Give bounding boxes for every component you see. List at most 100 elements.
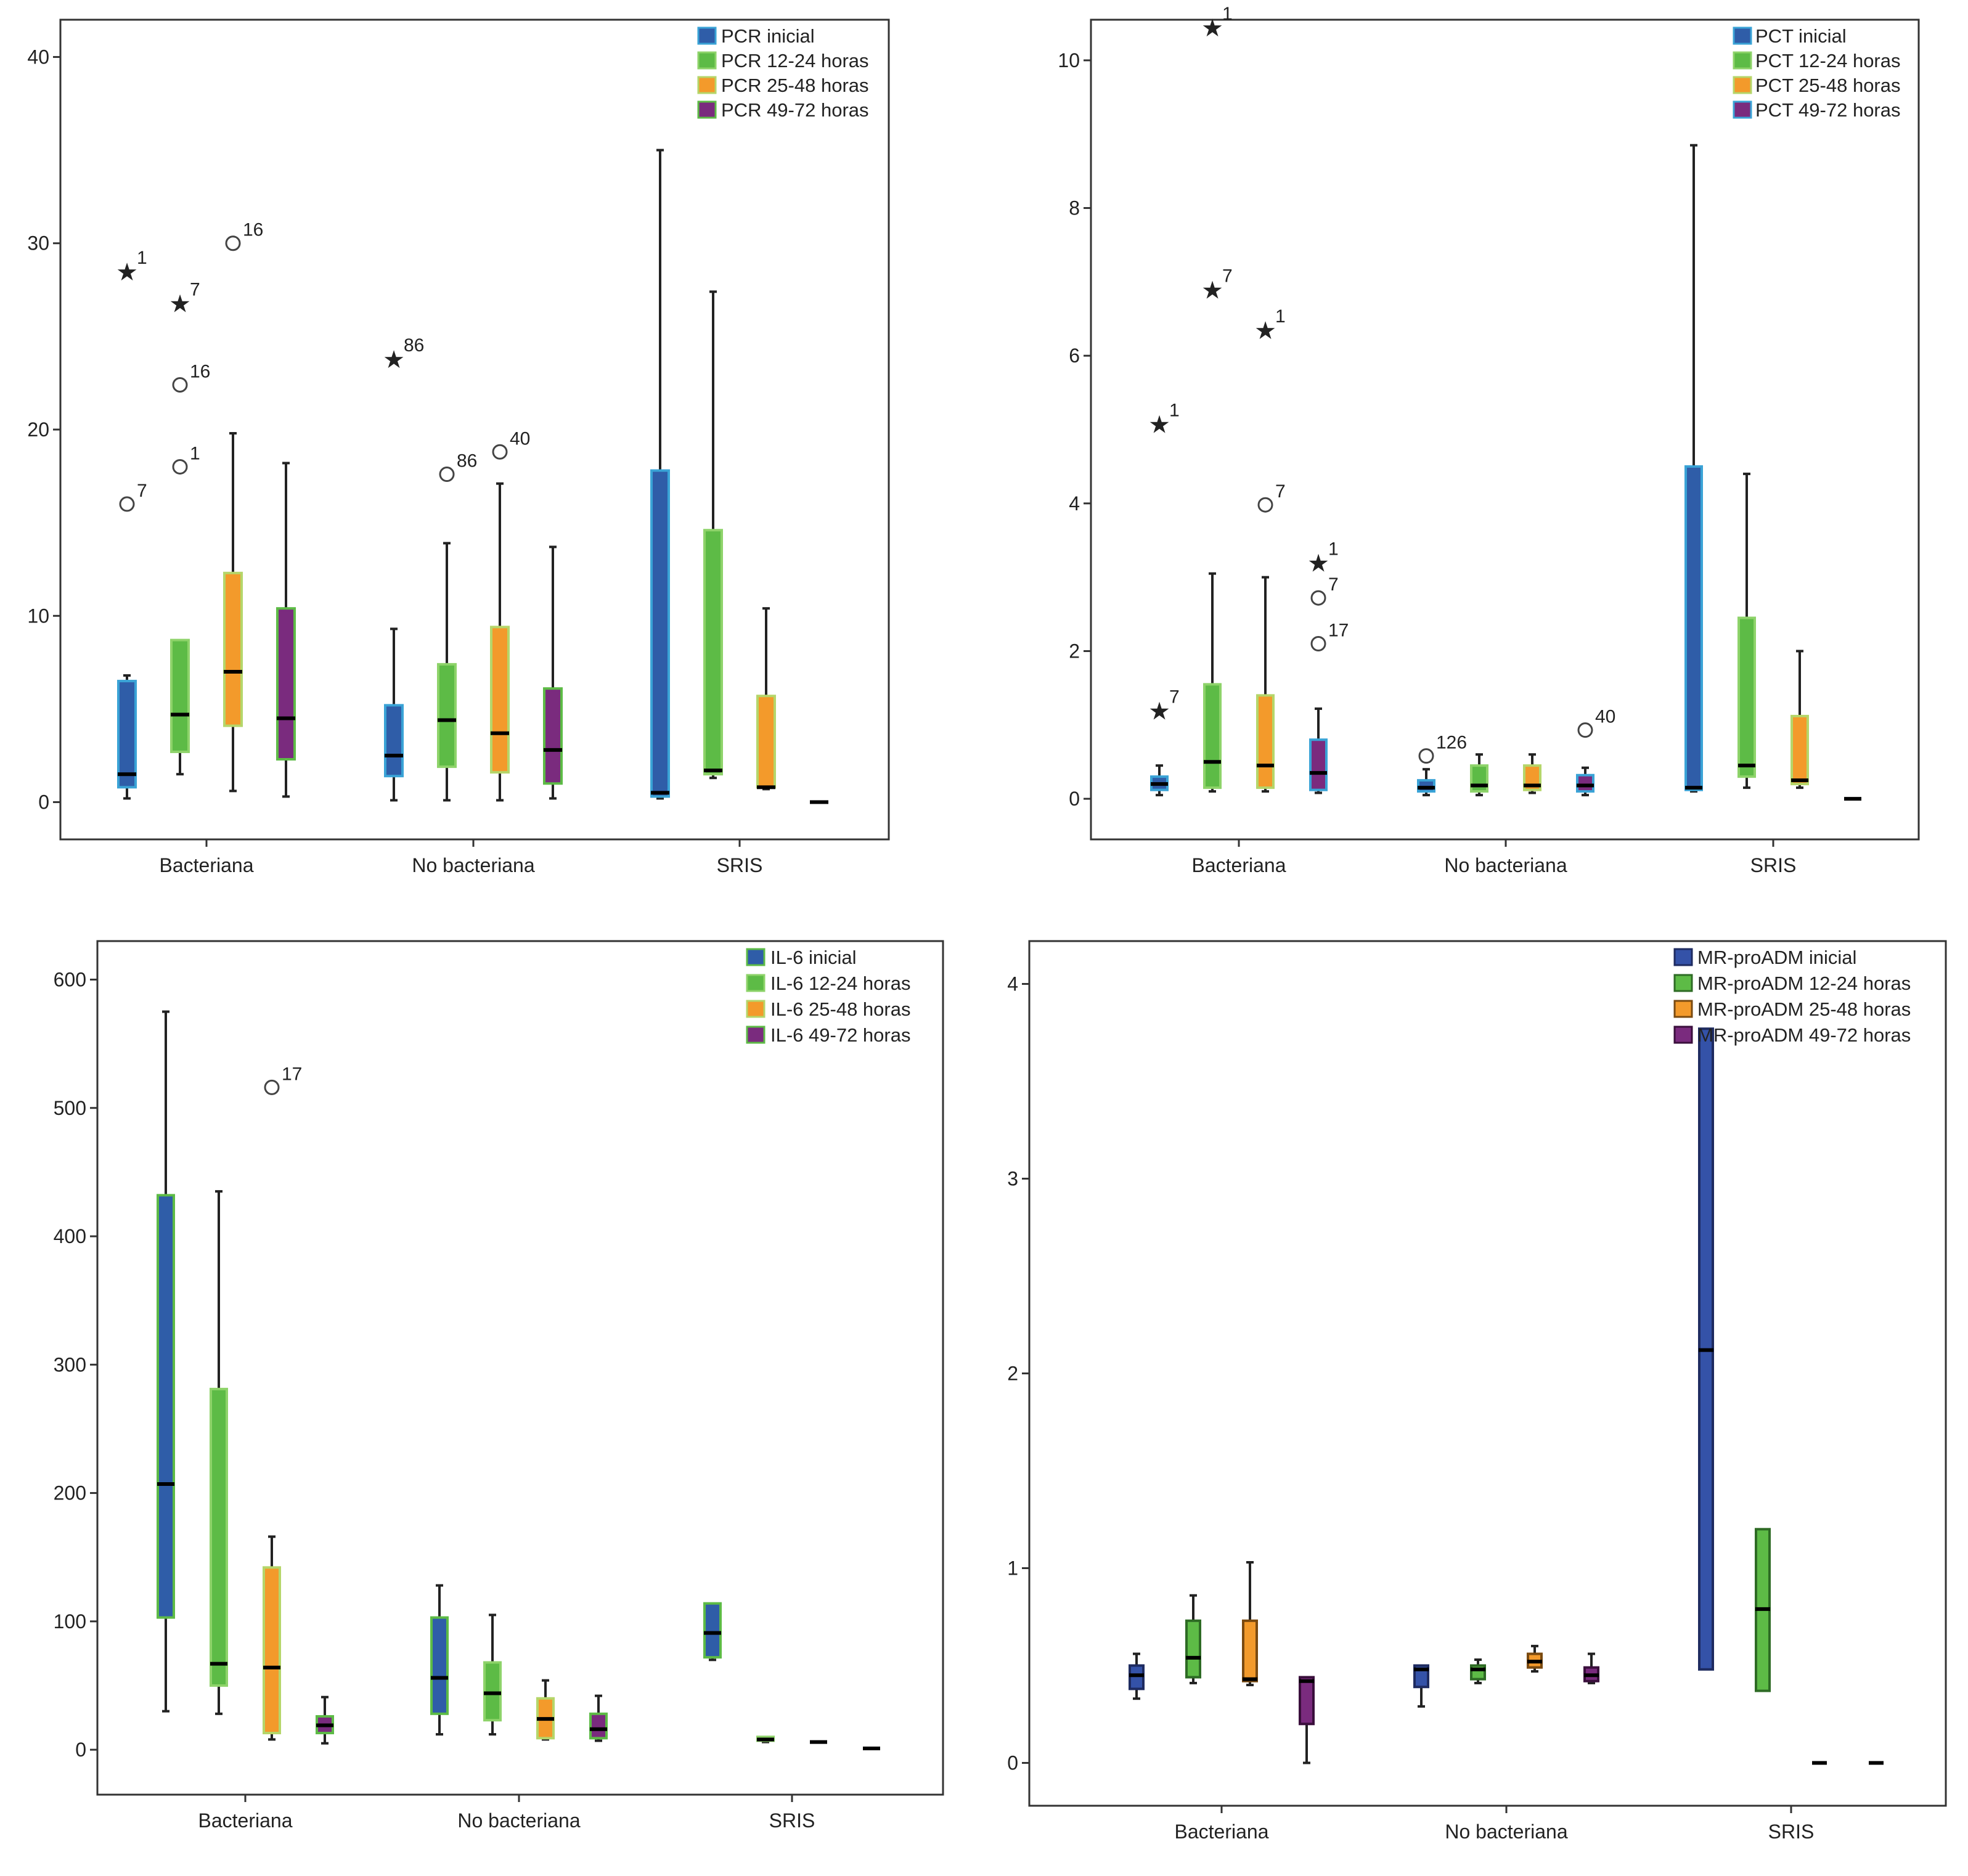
outlier-marker (225, 235, 241, 251)
legend-swatch (1673, 948, 1693, 966)
legend-label: MR-proADM 49-72 horas (1697, 1024, 1911, 1046)
box-iqr (1299, 1676, 1315, 1726)
y-tick-label: 8 (1069, 197, 1080, 219)
extreme-outlier-marker: ★ (116, 258, 138, 287)
outlier-label: 86 (457, 451, 477, 471)
box-iqr (210, 1387, 228, 1687)
y-tick-label: 30 (27, 232, 49, 255)
outlier-label: 7 (1222, 266, 1233, 286)
legend-label: IL-6 25-48 horas (770, 998, 910, 1020)
outlier-marker (1310, 635, 1326, 651)
category-label: SRIS (1768, 1821, 1815, 1843)
outlier-label: 7 (1275, 481, 1286, 502)
legend-label: MR-proADM 12-24 horas (1697, 973, 1911, 994)
y-tick-label: 4 (1069, 492, 1080, 515)
legend-swatch (1673, 974, 1693, 992)
legend-label: MR-proADM inicial (1697, 947, 1856, 968)
legend-swatch (697, 76, 717, 94)
y-tick-label: 20 (27, 418, 49, 441)
box-iqr (756, 695, 776, 789)
category-label: SRIS (1750, 854, 1797, 876)
outlier-label: 1 (1169, 400, 1180, 420)
y-tick-label: 10 (1058, 49, 1080, 71)
legend-label: PCR 49-72 horas (721, 99, 869, 121)
y-tick-label: 10 (27, 605, 49, 627)
outlier-label: 16 (243, 220, 263, 240)
outlier-label: 40 (1595, 707, 1615, 727)
box-iqr (1129, 1664, 1145, 1690)
category-label: No bacteriana (1445, 1821, 1567, 1843)
outlier-marker (264, 1079, 280, 1095)
box-iqr (117, 680, 137, 789)
extreme-outlier-marker: ★ (1148, 410, 1170, 439)
outlier-marker (172, 459, 188, 475)
box-iqr (1470, 1664, 1486, 1681)
outlier-label: 1 (190, 443, 200, 463)
y-tick-label: 4 (1007, 973, 1018, 995)
box-iqr (703, 1602, 722, 1659)
outlier-marker (119, 496, 135, 512)
box-iqr (263, 1566, 281, 1735)
extreme-outlier-marker: ★ (1201, 276, 1223, 304)
category-label: Bacteriana (160, 854, 254, 876)
legend-swatch (1673, 1026, 1693, 1044)
legend-label: PCT inicial (1755, 25, 1847, 47)
legend-swatch (697, 27, 717, 45)
box-iqr (1470, 764, 1488, 793)
box-iqr (1684, 465, 1703, 791)
y-tick-label: 0 (1069, 788, 1080, 810)
y-tick-label: 3 (1007, 1168, 1018, 1190)
outlier-marker (492, 444, 508, 460)
outlier-marker (1577, 722, 1593, 738)
legend-swatch (1733, 27, 1752, 45)
plot-frame (59, 18, 890, 841)
box-iqr (650, 469, 670, 798)
legend: PCR inicial PCR 12-24 horas PCR 25-48 hora… (697, 25, 869, 121)
box-iqr (430, 1616, 449, 1715)
box-iqr (1256, 694, 1275, 789)
outlier-label: 7 (190, 279, 200, 300)
boxplot-panel-4: 0 1 2 3 4 Bacteriana No bacteriana SRIS MR-proAD… (1007, 940, 1947, 1843)
outlier-label: 40 (510, 428, 530, 449)
legend-swatch (1733, 51, 1752, 70)
outlier-label: 17 (282, 1064, 302, 1084)
extreme-outlier-marker: ★ (169, 290, 191, 318)
box-iqr (384, 704, 404, 778)
outlier-label: 7 (1328, 574, 1339, 595)
legend-label: IL-6 inicial (770, 947, 857, 968)
box-iqr (543, 687, 563, 785)
box-iqr (483, 1661, 502, 1722)
extreme-outlier-marker: ★ (1148, 697, 1170, 725)
extreme-outlier-marker: ★ (1201, 14, 1223, 43)
legend-label: PCR 12-24 horas (721, 50, 869, 71)
legend-swatch (1733, 100, 1752, 119)
legend-label: PCT 25-48 horas (1755, 75, 1901, 96)
y-tick-label: 0 (38, 791, 49, 814)
outlier-label: 1 (1328, 539, 1339, 560)
outlier-label: 1 (1222, 4, 1233, 24)
legend-swatch (746, 1026, 766, 1044)
box-iqr (703, 529, 723, 776)
category-label: No bacteriana (412, 854, 534, 876)
legend-label: MR-proADM 25-48 horas (1697, 998, 1911, 1020)
box-iqr (490, 626, 510, 774)
legend-swatch (746, 974, 766, 992)
outlier-label: 1 (137, 248, 147, 268)
y-tick-label: 600 (54, 968, 86, 990)
extreme-outlier-marker: ★ (383, 346, 405, 374)
legend-label: IL-6 49-72 horas (770, 1024, 910, 1046)
outlier-marker (1257, 497, 1273, 513)
legend: PCT inicial PCT 12-24 horas PCT 25-48 hora… (1733, 25, 1901, 121)
legend-swatch (746, 1000, 766, 1018)
outlier-marker (172, 377, 188, 393)
legend-label: PCR 25-48 horas (721, 75, 869, 96)
outlier-marker (1418, 748, 1434, 764)
outlier-label: 126 (1436, 733, 1467, 753)
boxplot-panel-3: 0 100 200 300 400 500 600 Bacteriana No bacteria… (54, 940, 944, 1832)
box-iqr (1576, 773, 1594, 793)
box-iqr (170, 638, 190, 753)
y-tick-label: 40 (27, 46, 49, 68)
outlier-marker (439, 467, 455, 483)
